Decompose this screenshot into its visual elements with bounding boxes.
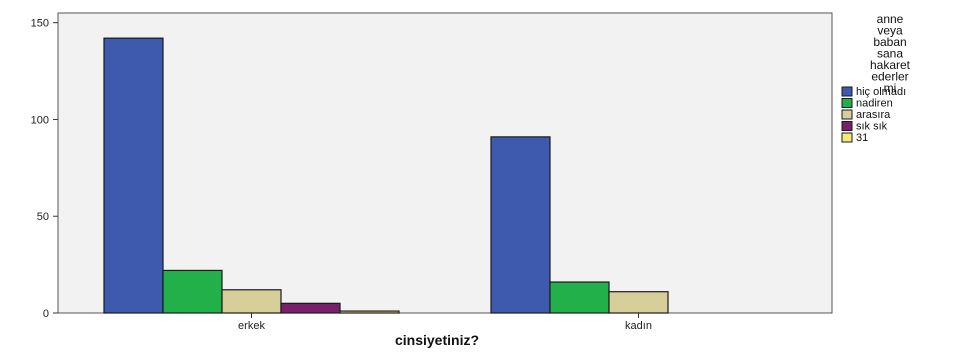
bars [103,37,669,314]
legend-swatch [841,98,853,108]
bar-nadiren-kadın [549,281,610,314]
legend-label: hiç olmadı [856,86,906,98]
legend-swatch [841,86,853,97]
plot-area [57,12,833,314]
legend-title-line: anne [877,12,904,26]
bar-31-erkek [339,310,400,314]
y-tick-label: 50 [37,211,49,223]
x-tick-label: kadın [625,320,652,332]
axes: 0 50 100 150 erkek kadın [31,18,652,332]
legend-swatch [841,132,853,143]
y-tick-label: 0 [43,308,49,320]
legend-title-line: hakaret [870,58,911,72]
x-tick-label: erkek [238,320,265,332]
legend-title-line: veya [877,24,903,38]
bar-hiç-olmadı-kadın [490,136,551,314]
y-tick-label: 150 [31,18,49,30]
x-axis-title: cinsiyetiniz? [395,332,479,348]
bar-hiç-olmadı-erkek [103,37,164,314]
bar-sık-sık-erkek [280,302,341,314]
legend-swatch [841,121,853,131]
bar-nadiren-erkek [162,269,223,314]
plot-background [57,12,833,314]
legend-swatch [841,109,853,120]
legend-title-line: ederler [871,70,908,84]
bar-arasıra-erkek [221,289,282,314]
legend-title-line: baban [873,35,906,49]
legend-label: 31 [856,132,868,144]
legend-label: sık sık [856,121,888,133]
legend-title-line: sana [877,47,903,61]
legend-label: nadiren [856,98,893,110]
legend-label: arasıra [856,109,891,121]
legend-title-line: mi [884,81,897,95]
bar-arasıra-kadın [608,291,669,314]
y-tick-label: 100 [31,114,49,126]
